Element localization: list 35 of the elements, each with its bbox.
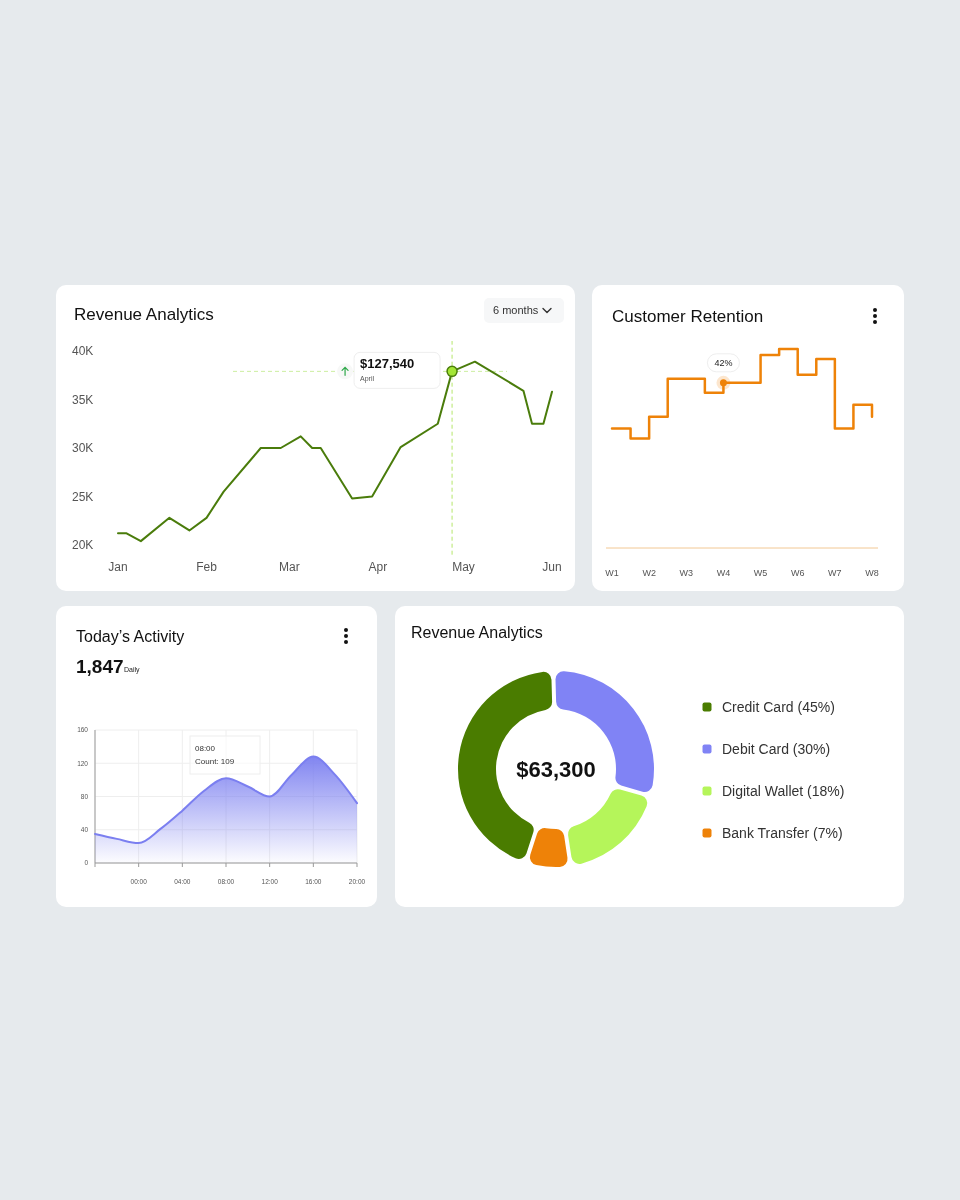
x-tick-label: Jan <box>108 560 128 574</box>
x-tick-label: W7 <box>828 568 842 578</box>
chart-title: Today’s Activity <box>76 628 185 645</box>
x-tick-label: W1 <box>605 568 619 578</box>
x-tick-label: W2 <box>642 568 656 578</box>
y-tick-label: 35K <box>72 392 94 407</box>
x-tick-label: W3 <box>679 568 694 578</box>
x-tick-label: May <box>452 560 475 574</box>
annotation: Count: 109 <box>195 757 235 766</box>
y-tick-label: 40K <box>72 344 94 359</box>
x-tick-label: W8 <box>865 568 879 578</box>
y-tick-label: 25K <box>72 489 94 504</box>
chart-title: Revenue Analytics <box>74 305 214 324</box>
x-tick-label: Apr <box>368 560 388 574</box>
x-tick-label: W4 <box>716 568 731 578</box>
legend-label: Debit Card (30%) <box>722 740 831 757</box>
annotation: 42% <box>714 357 733 368</box>
x-tick-label: Jun <box>542 560 562 574</box>
legend-label: Bank Transfer (7%) <box>722 824 843 841</box>
y-tick-label: 30K <box>72 441 94 456</box>
chart-title: Customer Retention <box>612 307 764 326</box>
y-tick-label: 20K <box>72 538 94 553</box>
annotation: $127,540 <box>360 356 415 372</box>
chart-subtitle: 1,847 <box>76 656 124 677</box>
text: 6 months <box>493 304 539 316</box>
chart-title: Revenue Analytics <box>411 624 543 641</box>
legend-label: Credit Card (45%) <box>722 698 835 715</box>
x-tick-label: Mar <box>278 560 300 574</box>
text: $63,300 <box>516 756 596 782</box>
x-tick-label: Feb <box>196 560 218 574</box>
x-tick-label: W6 <box>790 568 805 578</box>
annotation: 08:00 <box>195 744 216 753</box>
line-series <box>117 360 553 543</box>
legend-label: Digital Wallet (18%) <box>722 782 845 799</box>
x-tick-label: W5 <box>753 568 768 578</box>
